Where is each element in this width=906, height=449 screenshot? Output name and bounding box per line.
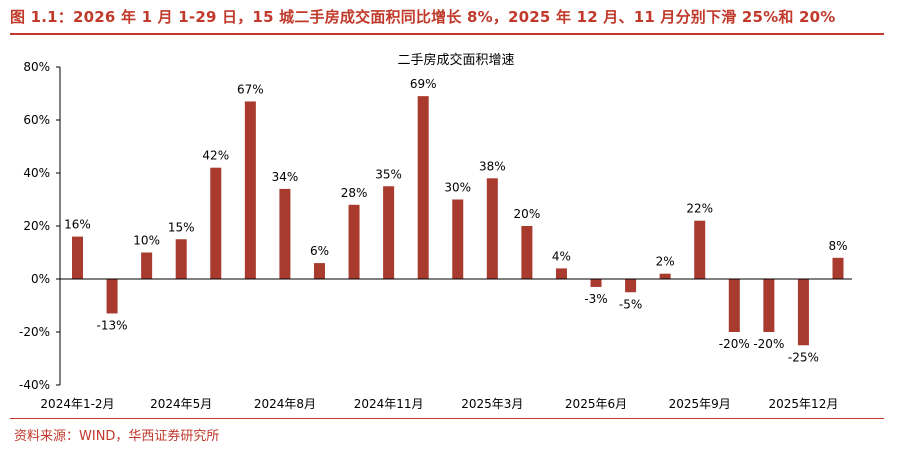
- y-tick-label: -40%: [19, 378, 50, 392]
- data-label: -25%: [788, 350, 819, 364]
- y-tick-label: 20%: [23, 219, 50, 233]
- data-label: 38%: [479, 159, 506, 173]
- bar: [763, 279, 775, 332]
- data-label: 35%: [375, 167, 402, 181]
- y-tick-label: 0%: [31, 272, 50, 286]
- figure-title: 图 1.1：2026 年 1 月 1-29 日，15 城二手房成交面积同比增长 …: [10, 8, 836, 26]
- bar: [417, 96, 429, 280]
- source-divider: [10, 418, 884, 419]
- bar: [141, 252, 153, 279]
- x-tick-label: 2025年9月: [669, 397, 731, 411]
- data-label: 6%: [310, 244, 329, 258]
- x-axis: 2024年1-2月 2024年5月 2024年8月 2024年11月 2025年3月 20…: [40, 278, 852, 411]
- bar: [175, 239, 187, 279]
- bar: [832, 257, 844, 279]
- data-label: 30%: [444, 181, 471, 195]
- data-label: -5%: [619, 297, 642, 311]
- x-tick-label: 2024年11月: [354, 397, 424, 411]
- title-divider: [10, 33, 884, 35]
- data-label: 8%: [828, 239, 847, 253]
- bar: [486, 178, 498, 279]
- x-tick-label: 2024年8月: [254, 397, 316, 411]
- y-tick-label: -20%: [19, 325, 50, 339]
- bar: [279, 188, 291, 279]
- bars: [72, 96, 844, 346]
- y-tick-label: 40%: [23, 166, 50, 180]
- chart-title: 二手房成交面积增速: [397, 52, 514, 68]
- data-label: -3%: [584, 292, 607, 306]
- bar: [348, 204, 360, 279]
- data-label: 16%: [64, 218, 91, 232]
- data-label: 67%: [237, 82, 264, 96]
- bar: [72, 236, 83, 279]
- bar: [625, 279, 637, 293]
- bar: [555, 268, 567, 279]
- bar: [590, 279, 602, 287]
- source-note: 资料来源：WIND，华西证券研究所: [14, 429, 220, 444]
- x-tick-label: 2025年12月: [769, 397, 839, 411]
- data-label: -13%: [97, 318, 128, 332]
- bar: [313, 263, 325, 279]
- data-label: -20%: [753, 337, 784, 351]
- bar: [659, 273, 671, 279]
- bar: [521, 226, 533, 279]
- data-label: 15%: [168, 220, 195, 234]
- x-tick-label: 2024年5月: [150, 397, 212, 411]
- bar: [210, 167, 222, 279]
- data-label: 10%: [133, 234, 160, 248]
- data-label: 69%: [410, 77, 437, 91]
- bar: [694, 220, 706, 279]
- data-label: 20%: [514, 207, 541, 221]
- y-tick-label: 80%: [23, 60, 50, 74]
- y-tick-label: 60%: [23, 113, 50, 127]
- data-label: 34%: [272, 170, 299, 184]
- x-tick-label: 2025年3月: [461, 397, 523, 411]
- data-labels: 16% -13% 10% 15% 42% 67% 34% 6% 28% 35% 69% 30% 38% 2…: [64, 77, 847, 364]
- x-tick-label: 2024年1-2月: [40, 397, 114, 411]
- bar: [244, 101, 256, 279]
- data-label: 4%: [552, 249, 571, 263]
- bar: [106, 279, 118, 314]
- bar: [728, 279, 740, 332]
- y-axis: 80% 60% 40% 20% 0% -20% -40%: [19, 60, 61, 392]
- bar: [383, 186, 395, 279]
- data-label: 42%: [202, 149, 229, 163]
- bar: [797, 279, 809, 346]
- data-label: 22%: [686, 202, 713, 216]
- bar: [452, 199, 464, 279]
- x-tick-label: 2025年6月: [565, 397, 627, 411]
- data-label: -20%: [719, 337, 750, 351]
- data-label: 28%: [341, 186, 368, 200]
- data-label: 2%: [656, 255, 675, 269]
